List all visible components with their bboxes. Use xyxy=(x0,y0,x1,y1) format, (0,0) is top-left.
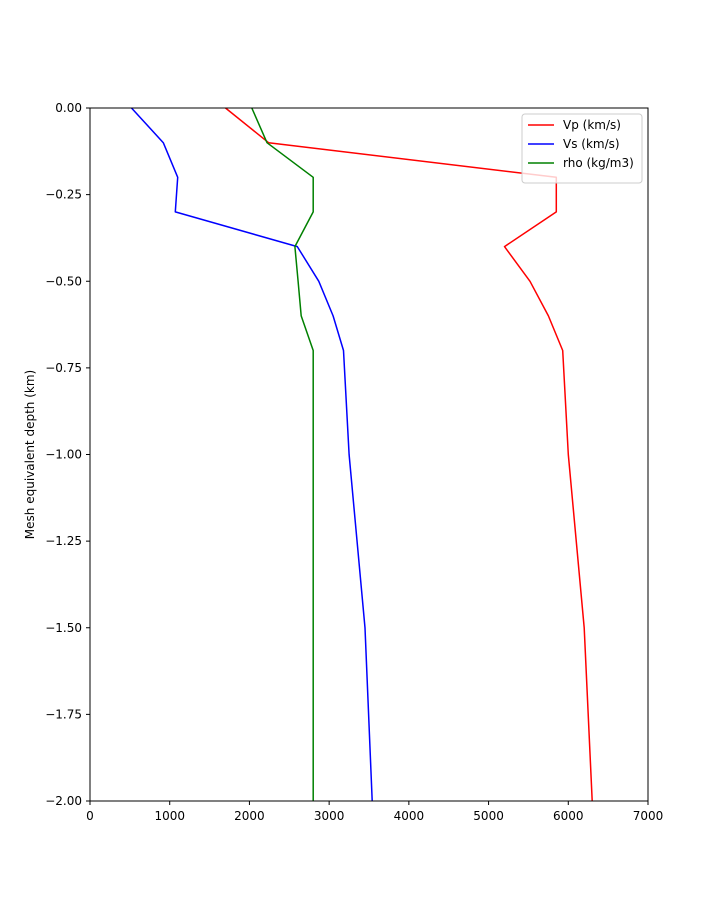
legend-label: rho (kg/m3) xyxy=(563,156,634,170)
series-line-0 xyxy=(225,107,593,802)
y-tick-label: −0.25 xyxy=(45,188,82,202)
x-tick-label: 6000 xyxy=(553,809,584,823)
legend-label: Vs (km/s) xyxy=(563,137,620,151)
legend-box xyxy=(521,113,643,184)
y-axis-label: Mesh equivalent depth (km) xyxy=(23,370,37,539)
y-tick-label: 0.00 xyxy=(55,101,82,115)
x-tick-label: 1000 xyxy=(154,809,185,823)
x-tick-label: 2000 xyxy=(234,809,265,823)
x-tick-label: 7000 xyxy=(633,809,664,823)
plot-frame xyxy=(89,107,649,802)
y-tick-label: −2.00 xyxy=(45,794,82,808)
x-axis: 0 1000 2000 3000 4000 5000 6000 7000 xyxy=(86,801,663,823)
legend: Vp (km/s) Vs (km/s) rho (kg/m3) xyxy=(521,113,643,184)
plot-lines xyxy=(130,107,593,802)
x-tick-label: 3000 xyxy=(314,809,345,823)
x-tick-label: 0 xyxy=(86,809,94,823)
legend-label: Vp (km/s) xyxy=(563,118,621,132)
x-tick-label: 4000 xyxy=(394,809,425,823)
y-tick-label: −1.00 xyxy=(45,448,82,462)
series-line-2 xyxy=(251,107,314,801)
y-tick-label: −1.75 xyxy=(45,707,82,721)
y-axis: 0.00 −0.25 −0.50 −0.75 −1.00 −1.25 −1.50 −1.75 −… xyxy=(45,101,90,808)
series-line-1 xyxy=(130,107,373,802)
y-tick-label: −0.50 xyxy=(45,274,82,288)
x-tick-label: 5000 xyxy=(473,809,504,823)
y-tick-label: −0.75 xyxy=(45,361,82,375)
y-tick-label: −1.25 xyxy=(45,534,82,548)
y-tick-label: −1.50 xyxy=(45,621,82,635)
